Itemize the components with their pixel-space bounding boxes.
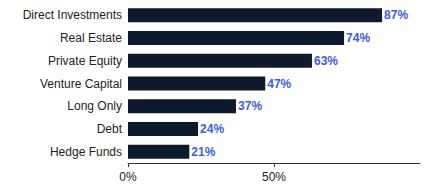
svg-text:74%: 74% xyxy=(346,31,370,45)
svg-text:87%: 87% xyxy=(384,8,408,22)
svg-text:50%: 50% xyxy=(262,170,286,184)
svg-text:Debt: Debt xyxy=(97,122,123,136)
svg-text:Venture Capital: Venture Capital xyxy=(40,77,122,91)
svg-text:Direct Investments: Direct Investments xyxy=(23,8,122,22)
svg-text:63%: 63% xyxy=(314,54,338,68)
svg-text:37%: 37% xyxy=(238,99,262,113)
svg-text:Long Only: Long Only xyxy=(67,99,122,113)
svg-text:47%: 47% xyxy=(267,77,291,91)
svg-text:Private Equity: Private Equity xyxy=(48,54,122,68)
svg-text:Real Estate: Real Estate xyxy=(60,31,122,45)
svg-text:0%: 0% xyxy=(119,170,137,184)
svg-text:Hedge Funds: Hedge Funds xyxy=(50,145,122,159)
svg-text:24%: 24% xyxy=(200,122,224,136)
svg-text:21%: 21% xyxy=(191,145,215,159)
